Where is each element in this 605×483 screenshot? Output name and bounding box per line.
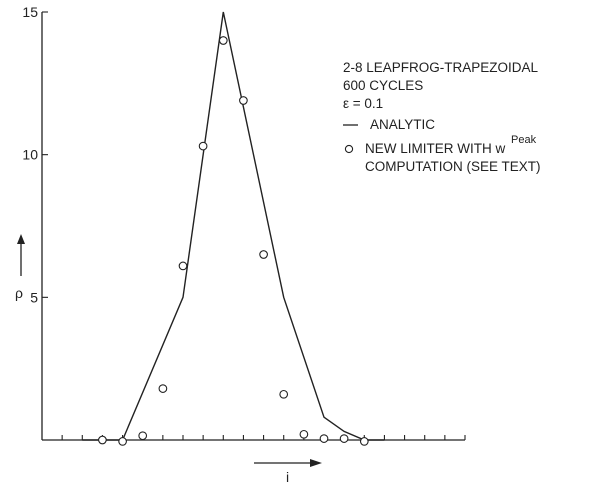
limiter-point bbox=[98, 435, 107, 445]
y-tick-label: 10 bbox=[22, 147, 38, 163]
limiter-point bbox=[279, 389, 289, 399]
x-axis-label-group: i bbox=[254, 459, 322, 483]
limiter-point bbox=[259, 250, 268, 259]
y-tick-label: 5 bbox=[30, 289, 38, 305]
x-arrow-head bbox=[310, 459, 322, 467]
y-tick-labels: 5 10 15 bbox=[22, 4, 38, 305]
limiter-points bbox=[98, 36, 369, 446]
axes bbox=[41, 12, 465, 441]
analytic-curve bbox=[82, 11, 385, 441]
limiter-point bbox=[118, 437, 127, 446]
y-tick-label: 15 bbox=[22, 4, 38, 20]
limiter-point bbox=[198, 141, 208, 151]
limiter-point bbox=[158, 384, 168, 393]
y-axis-label: ρ bbox=[15, 285, 23, 301]
limiter-point bbox=[299, 429, 309, 439]
limiter-point bbox=[239, 96, 248, 105]
limiter-point bbox=[359, 437, 369, 446]
limiter-point bbox=[178, 261, 188, 271]
legend-analytic-label: ANALYTIC bbox=[370, 117, 435, 132]
y-arrow-head bbox=[17, 234, 25, 244]
annotation-cycles: 600 CYCLES bbox=[343, 78, 423, 93]
legend-circle-symbol bbox=[344, 144, 354, 154]
limiter-point bbox=[218, 36, 228, 45]
legend-limiter-label-2: COMPUTATION (SEE TEXT) bbox=[365, 159, 541, 174]
legend: 2-8 LEAPFROG-TRAPEZOIDAL 600 CYCLES ε = … bbox=[343, 60, 541, 174]
y-ticks bbox=[42, 11, 48, 298]
limiter-point bbox=[138, 431, 148, 441]
limiter-point bbox=[339, 434, 349, 443]
x-axis-label: i bbox=[286, 469, 289, 483]
annotation-method: 2-8 LEAPFROG-TRAPEZOIDAL bbox=[343, 60, 539, 75]
legend-limiter-label-1: NEW LIMITER WITH w bbox=[365, 141, 505, 156]
legend-limiter-superscript: Peak bbox=[511, 134, 537, 146]
annotation-epsilon: ε = 0.1 bbox=[343, 96, 383, 111]
y-axis-label-group: ρ bbox=[15, 234, 25, 301]
limiter-point bbox=[319, 434, 329, 443]
